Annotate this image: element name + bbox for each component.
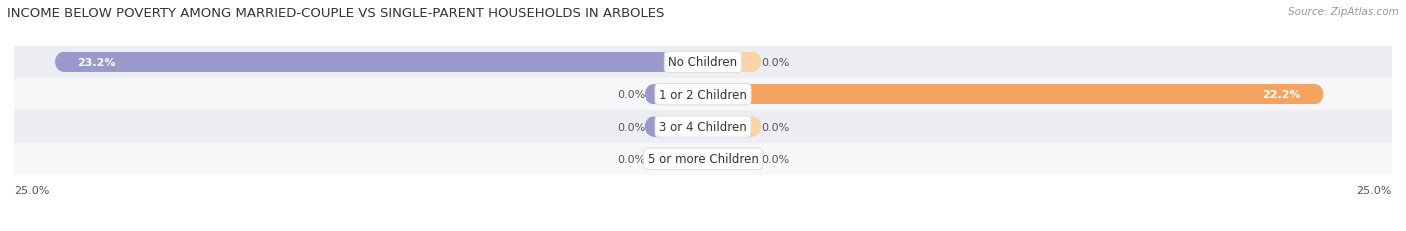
Bar	[14, 46, 1392, 79]
Bar	[703, 52, 752, 73]
Circle shape	[744, 52, 761, 73]
Bar	[703, 149, 752, 169]
Circle shape	[744, 149, 761, 169]
Text: 0.0%: 0.0%	[617, 90, 645, 100]
Bar	[654, 117, 703, 137]
Text: No Children: No Children	[668, 56, 738, 69]
Circle shape	[55, 52, 72, 73]
Circle shape	[1306, 85, 1323, 105]
Text: 0.0%: 0.0%	[617, 122, 645, 132]
Text: Source: ZipAtlas.com: Source: ZipAtlas.com	[1288, 7, 1399, 17]
Bar	[654, 85, 703, 105]
Circle shape	[744, 117, 761, 137]
Circle shape	[645, 117, 662, 137]
Text: 0.0%: 0.0%	[617, 154, 645, 164]
Text: 25.0%: 25.0%	[14, 185, 49, 195]
Bar	[14, 143, 1392, 175]
Text: 1 or 2 Children: 1 or 2 Children	[659, 88, 747, 101]
Bar	[63, 52, 703, 73]
Text: 25.0%: 25.0%	[1357, 185, 1392, 195]
Circle shape	[645, 85, 662, 105]
Bar	[703, 85, 1315, 105]
Text: INCOME BELOW POVERTY AMONG MARRIED-COUPLE VS SINGLE-PARENT HOUSEHOLDS IN ARBOLES: INCOME BELOW POVERTY AMONG MARRIED-COUPL…	[7, 7, 665, 20]
Circle shape	[645, 149, 662, 169]
Bar	[703, 117, 752, 137]
Text: 0.0%: 0.0%	[761, 58, 789, 67]
Text: 0.0%: 0.0%	[761, 154, 789, 164]
Bar	[654, 149, 703, 169]
Text: 0.0%: 0.0%	[761, 122, 789, 132]
Bar	[14, 79, 1392, 111]
Text: 22.2%: 22.2%	[1263, 90, 1301, 100]
Text: 3 or 4 Children: 3 or 4 Children	[659, 121, 747, 134]
Bar	[14, 111, 1392, 143]
Text: 23.2%: 23.2%	[77, 58, 115, 67]
Text: 5 or more Children: 5 or more Children	[648, 153, 758, 166]
